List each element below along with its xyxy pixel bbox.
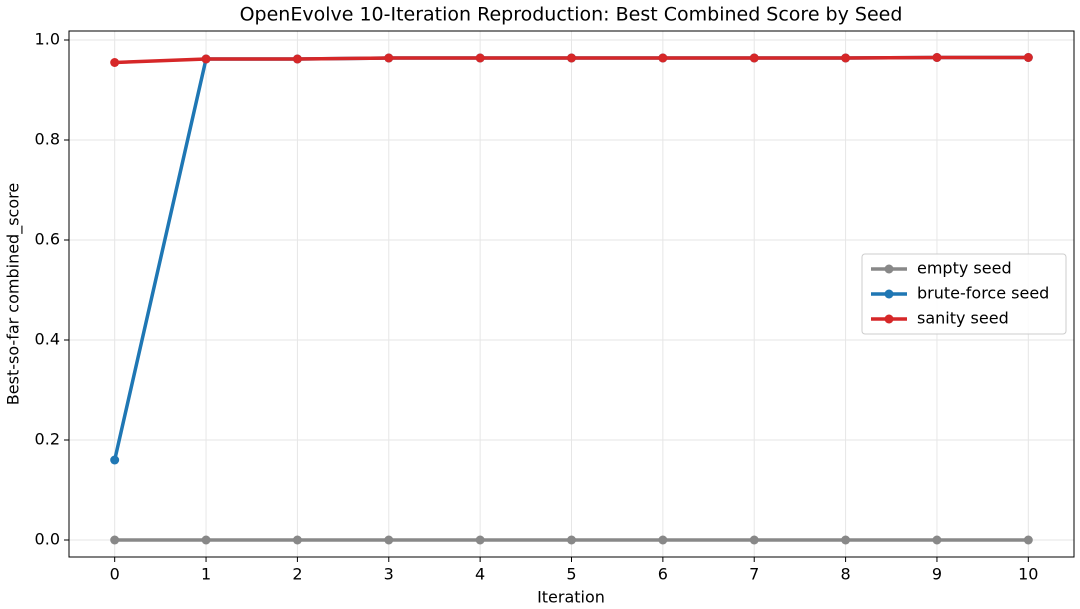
legend-label: sanity seed: [917, 309, 1009, 328]
legend-marker: [884, 264, 894, 274]
legend-marker: [884, 314, 894, 324]
x-tick-label: 1: [201, 565, 211, 584]
y-tick-label: 0.4: [35, 330, 60, 349]
x-tick-label: 9: [932, 565, 942, 584]
x-tick-label: 6: [658, 565, 668, 584]
data-point: [201, 54, 211, 64]
data-point: [841, 53, 851, 63]
data-point: [658, 53, 668, 63]
data-point: [749, 535, 759, 545]
y-tick-label: 0.0: [35, 530, 60, 549]
x-tick-label: 0: [110, 565, 120, 584]
y-tick-label: 0.2: [35, 430, 60, 449]
x-tick-label: 3: [384, 565, 394, 584]
y-tick-label: 0.8: [35, 130, 60, 149]
data-point: [384, 535, 394, 545]
data-point: [841, 535, 851, 545]
y-axis-label: Best-so-far combined_score: [4, 183, 24, 405]
x-axis-label: Iteration: [537, 588, 605, 607]
y-tick-label: 0.6: [35, 230, 60, 249]
chart-title: OpenEvolve 10-Iteration Reproduction: Be…: [240, 4, 903, 26]
x-tick-label: 5: [566, 565, 576, 584]
data-point: [475, 53, 485, 63]
x-tick-label: 4: [475, 565, 485, 584]
x-tick-label: 8: [840, 565, 850, 584]
x-tick-label: 2: [292, 565, 302, 584]
x-tick-label: 10: [1018, 565, 1038, 584]
legend-label: empty seed: [917, 259, 1012, 278]
data-point: [110, 535, 120, 545]
legend-marker: [884, 289, 894, 299]
data-point: [110, 455, 120, 465]
data-point: [292, 54, 302, 64]
data-point: [201, 535, 211, 545]
data-point: [567, 535, 576, 545]
data-point: [384, 53, 394, 63]
legend-box: [861, 253, 1067, 335]
data-point: [567, 53, 576, 63]
data-point: [475, 535, 485, 545]
y-tick-label: 1.0: [35, 30, 60, 49]
data-point: [110, 58, 120, 67]
data-point: [932, 53, 942, 62]
data-point: [932, 535, 942, 545]
legend-label: brute-force seed: [917, 284, 1049, 303]
data-point: [1023, 53, 1033, 62]
x-tick-label: 7: [749, 565, 759, 584]
data-point: [658, 535, 668, 545]
data-point: [749, 53, 759, 63]
data-point: [1023, 535, 1033, 545]
plot-frame: [68, 30, 1075, 558]
data-point: [292, 535, 302, 545]
